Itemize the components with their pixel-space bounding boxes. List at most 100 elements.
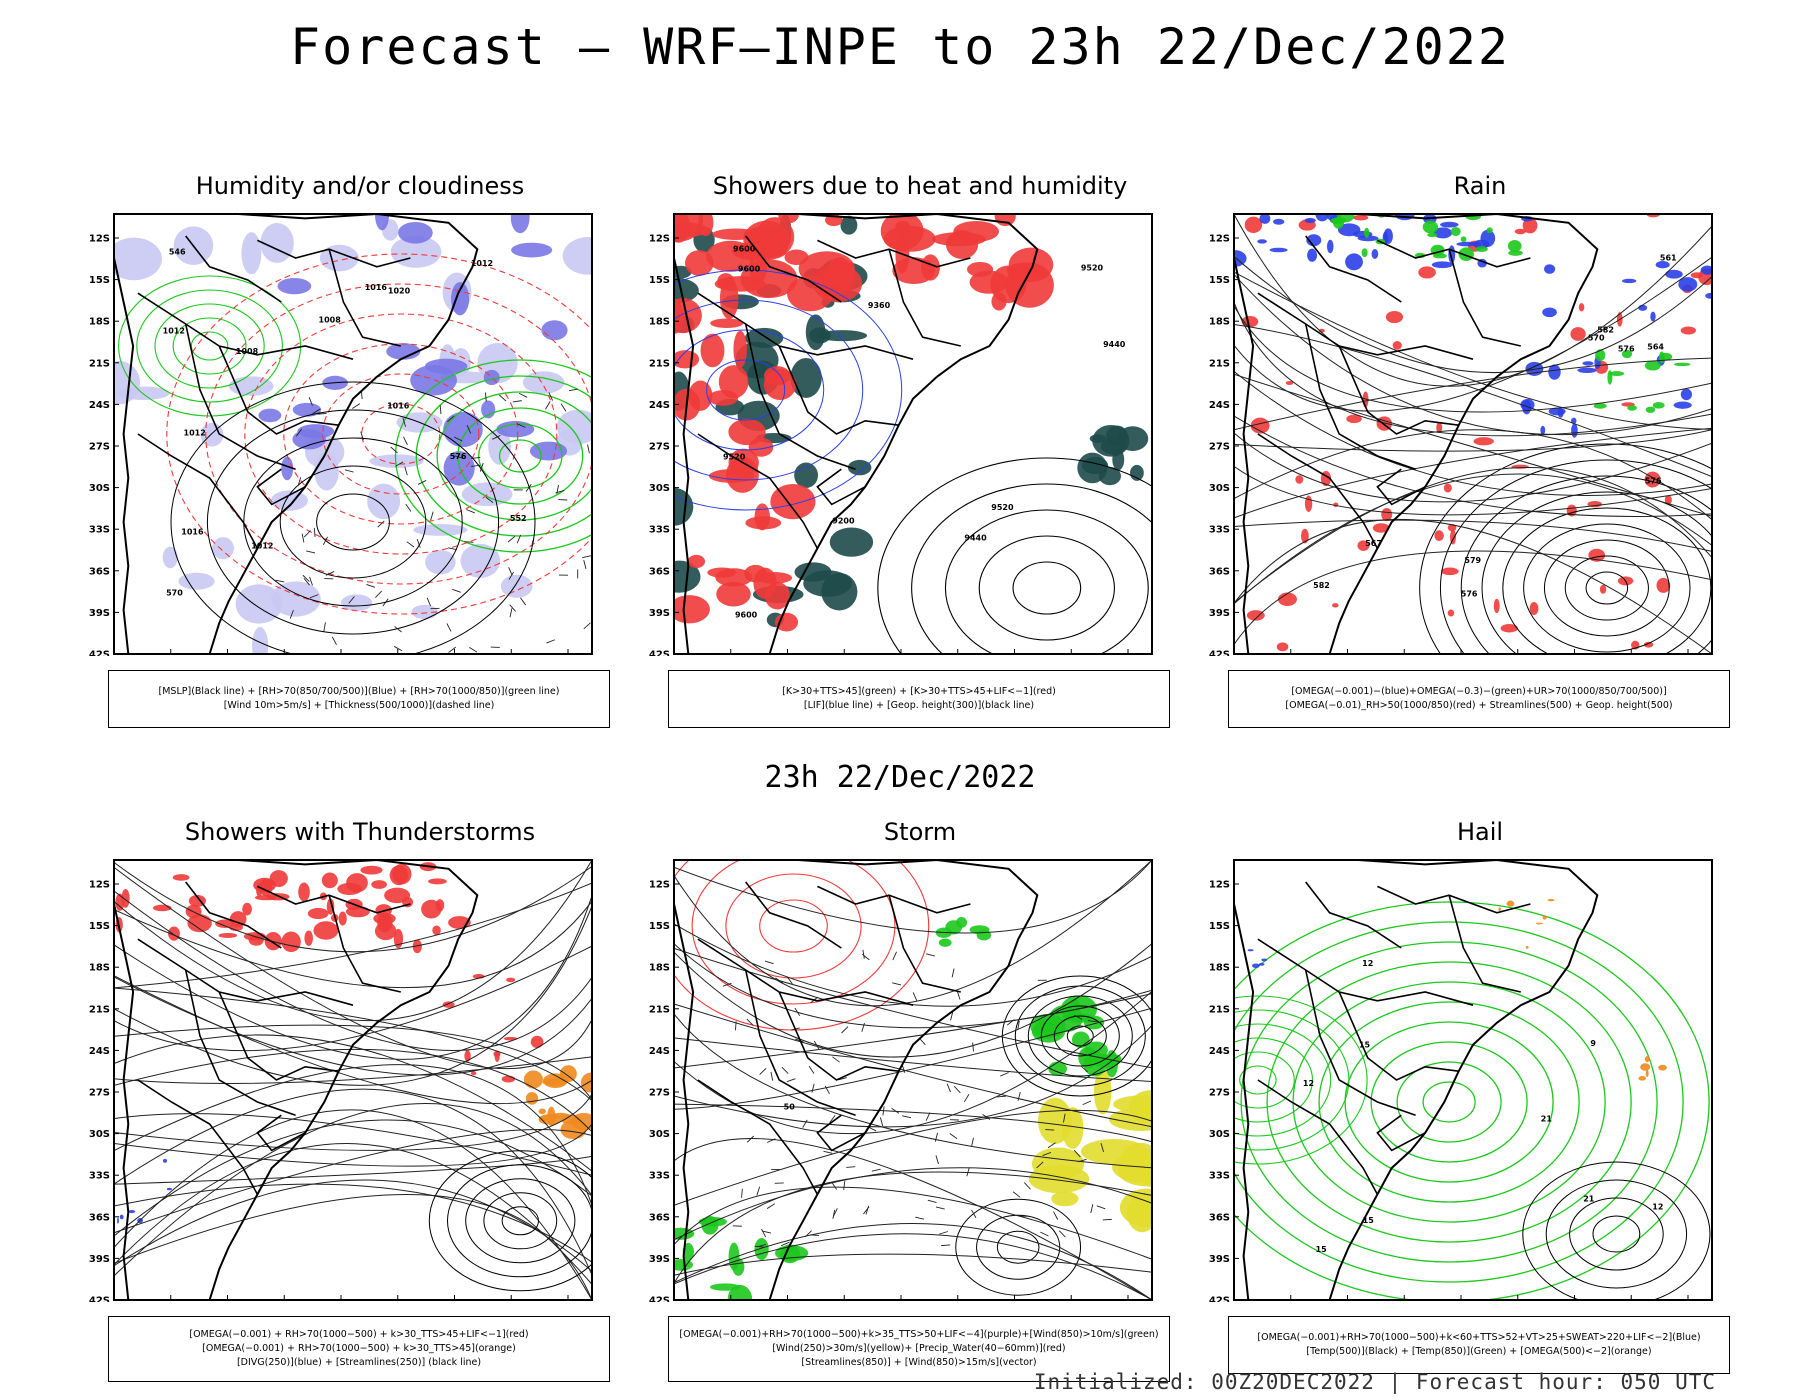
shading-blob — [260, 223, 294, 263]
shading-blob — [1643, 641, 1654, 648]
lat-tick-label: 33S — [89, 1171, 110, 1182]
wind-vector — [951, 968, 955, 978]
panel-legend: [OMEGA(−0.001)+RH>70(1000−500)+k>35_TTS>… — [668, 1316, 1170, 1382]
shading-blob — [1507, 240, 1522, 253]
lat-tick-label: 30S — [1209, 1129, 1230, 1140]
wind-vector — [344, 469, 354, 473]
wind-vector — [1047, 1142, 1056, 1149]
shading-blob — [506, 977, 516, 983]
shading-blob — [1269, 247, 1288, 253]
shading-blob — [277, 278, 312, 295]
wind-vector — [879, 1117, 884, 1127]
streamline — [674, 1171, 1152, 1284]
shading-blob — [1431, 261, 1453, 269]
shading-blob — [218, 932, 238, 939]
coastline — [208, 214, 479, 654]
streamline — [1234, 357, 1712, 431]
wind-vector — [454, 455, 464, 459]
shading-blob — [1285, 380, 1294, 386]
shading-blob — [1525, 945, 1529, 949]
contour-label: 1012 — [184, 429, 206, 438]
contour-label: 1020 — [388, 286, 411, 295]
shading-blob — [1508, 250, 1523, 256]
country-border — [1305, 881, 1402, 949]
wind-vector — [448, 646, 457, 653]
panel-title: Storm — [883, 818, 957, 846]
shading-blob — [1306, 234, 1322, 247]
shading-blob — [1506, 900, 1515, 907]
shading-blob — [1548, 364, 1561, 380]
shading-blob — [538, 1108, 546, 1115]
wind-vector — [891, 1107, 900, 1114]
shading-blob — [1638, 304, 1648, 311]
wind-vector — [925, 1112, 931, 1121]
contour-label: 9520 — [991, 503, 1014, 512]
lat-tick-label: 42S — [1209, 1296, 1230, 1303]
shading-blob — [510, 214, 530, 234]
contour-line — [1569, 1197, 1664, 1271]
contour-label: 579 — [1464, 556, 1481, 565]
wind-vector — [950, 1011, 954, 1021]
lat-tick-label: 24S — [649, 1046, 670, 1057]
shading-blob — [1473, 239, 1490, 249]
contour-label: 576 — [450, 452, 467, 461]
contour-label: 15 — [1316, 1245, 1328, 1254]
streamline — [674, 943, 1152, 1029]
wind-vector — [405, 503, 412, 512]
wind-vector — [560, 403, 567, 412]
shading-blob — [706, 240, 756, 272]
contour-line — [1234, 1009, 1350, 1151]
shading-blob — [1599, 584, 1607, 594]
shading-blob — [1571, 423, 1578, 438]
country-border — [697, 1079, 819, 1195]
contour-line — [1370, 1041, 1528, 1163]
shading-blob — [764, 366, 791, 386]
shading-blob — [1070, 998, 1080, 1017]
shading-blob — [938, 938, 952, 947]
contour-line — [1439, 459, 1712, 654]
shading-blob — [529, 441, 568, 461]
streamline — [674, 1007, 1152, 1110]
wind-vector — [927, 1199, 937, 1204]
wind-vector — [1100, 1143, 1104, 1152]
contour-line — [1592, 1215, 1641, 1253]
shading-blob — [1447, 523, 1457, 532]
shading-blob — [1535, 922, 1543, 925]
contour-line — [1234, 1037, 1314, 1123]
streamline — [114, 1119, 592, 1237]
wind-vector — [531, 540, 534, 550]
shading-blob — [931, 232, 986, 247]
shading-blob — [1577, 367, 1597, 374]
contour-line — [1481, 491, 1712, 654]
streamline — [1234, 518, 1712, 654]
shading-blob — [541, 320, 568, 341]
country-border — [1448, 248, 1521, 347]
wind-vector — [313, 527, 316, 537]
lat-tick-label: 36S — [649, 566, 670, 577]
panel-title: Showers with Thunderstorms — [184, 818, 536, 846]
coastline-west — [1234, 903, 1255, 1300]
shading-blob — [367, 483, 401, 520]
shading-blob — [114, 237, 162, 281]
contour-label: 9600 — [733, 244, 756, 253]
streamline — [114, 987, 592, 1102]
lat-tick-label: 18S — [649, 317, 670, 328]
shading-blob — [442, 1001, 455, 1008]
contour-line — [483, 1192, 558, 1250]
wind-vector — [507, 535, 516, 543]
wind-vector — [811, 1083, 815, 1093]
shading-blob — [252, 626, 269, 654]
shading-blob — [798, 251, 855, 287]
shading-blob — [1234, 250, 1247, 267]
contour-line — [674, 329, 825, 451]
country-border — [816, 468, 866, 506]
wind-vector — [935, 1155, 939, 1165]
wind-vector — [464, 541, 474, 543]
shading-blob — [1383, 228, 1393, 244]
streamline — [114, 895, 592, 1060]
streamline — [674, 860, 1152, 1007]
lat-tick-label: 42S — [89, 1296, 110, 1303]
contour-line — [136, 289, 283, 403]
country-border — [185, 235, 282, 303]
contour-line — [1012, 561, 1082, 615]
